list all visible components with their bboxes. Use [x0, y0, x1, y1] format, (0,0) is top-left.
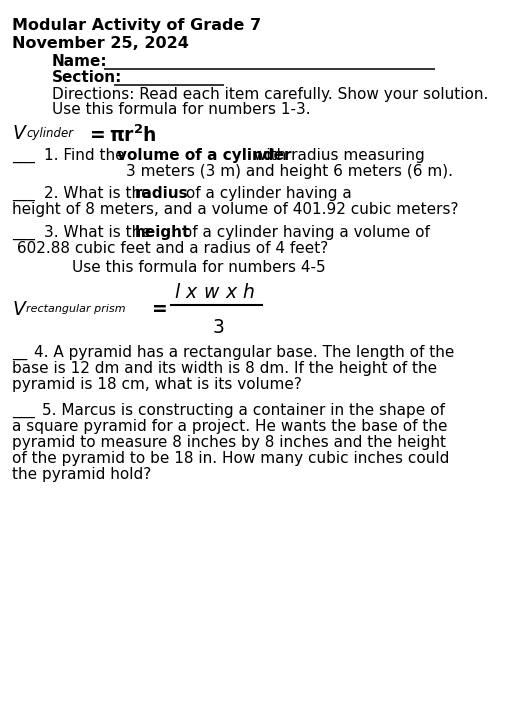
- Text: ___: ___: [12, 186, 35, 201]
- Text: a square pyramid for a project. He wants the base of the: a square pyramid for a project. He wants…: [12, 419, 448, 434]
- Text: 1. Find the: 1. Find the: [44, 148, 129, 163]
- Text: the pyramid hold?: the pyramid hold?: [12, 467, 151, 482]
- Text: Use this formula for numbers 4-5: Use this formula for numbers 4-5: [72, 260, 326, 275]
- Text: 3. What is the: 3. What is the: [44, 225, 156, 240]
- Text: $\mathit{l}$ $\mathit{x}$ $\mathit{w}$ $\mathit{x}$ $\mathit{h}$: $\mathit{l}$ $\mathit{x}$ $\mathit{w}$ $…: [174, 283, 256, 302]
- Text: rectangular prism: rectangular prism: [26, 304, 126, 314]
- Text: $\mathbf{= \pi r^2 h}$: $\mathbf{= \pi r^2 h}$: [86, 124, 157, 146]
- Text: volume of a cylinder: volume of a cylinder: [117, 148, 291, 163]
- Text: $\mathbf{\mathit{V}}$: $\mathbf{\mathit{V}}$: [12, 300, 28, 319]
- Text: of a cylinder having a: of a cylinder having a: [181, 186, 352, 201]
- Text: 5. Marcus is constructing a container in the shape of: 5. Marcus is constructing a container in…: [42, 403, 445, 418]
- Text: 602.88 cubic feet and a radius of 4 feet?: 602.88 cubic feet and a radius of 4 feet…: [12, 241, 328, 256]
- Text: pyramid to measure 8 inches by 8 inches and the height: pyramid to measure 8 inches by 8 inches …: [12, 435, 446, 450]
- Text: ___: ___: [12, 225, 35, 240]
- Text: radius: radius: [135, 186, 189, 201]
- Text: $\mathbf{\mathit{3}}$: $\mathbf{\mathit{3}}$: [212, 318, 224, 337]
- Text: ___: ___: [12, 148, 35, 163]
- Text: pyramid is 18 cm, what is its volume?: pyramid is 18 cm, what is its volume?: [12, 377, 302, 392]
- Text: with radius measuring: with radius measuring: [249, 148, 425, 163]
- Text: ___: ___: [12, 403, 35, 418]
- Text: of a cylinder having a volume of: of a cylinder having a volume of: [178, 225, 430, 240]
- Text: Name:: Name:: [52, 54, 108, 69]
- Text: base is 12 dm and its width is 8 dm. If the height of the: base is 12 dm and its width is 8 dm. If …: [12, 361, 437, 376]
- Text: 2. What is the: 2. What is the: [44, 186, 155, 201]
- Text: 4. A pyramid has a rectangular base. The length of the: 4. A pyramid has a rectangular base. The…: [34, 345, 454, 360]
- Text: Modular Activity of Grade 7: Modular Activity of Grade 7: [12, 18, 261, 33]
- Text: November 25, 2024: November 25, 2024: [12, 36, 189, 51]
- Text: =: =: [152, 300, 168, 319]
- Text: Section:: Section:: [52, 70, 122, 85]
- Text: Directions: Read each item carefully. Show your solution.: Directions: Read each item carefully. Sh…: [52, 87, 489, 102]
- Text: 3 meters (3 m) and height 6 meters (6 m).: 3 meters (3 m) and height 6 meters (6 m)…: [87, 164, 453, 179]
- Text: __: __: [12, 345, 27, 360]
- Text: height: height: [135, 225, 191, 240]
- Text: $\mathbf{\mathit{V}}$: $\mathbf{\mathit{V}}$: [12, 124, 28, 143]
- Text: height of 8 meters, and a volume of 401.92 cubic meters?: height of 8 meters, and a volume of 401.…: [12, 202, 458, 217]
- Text: of the pyramid to be 18 in. How many cubic inches could: of the pyramid to be 18 in. How many cub…: [12, 451, 449, 466]
- Text: Use this formula for numbers 1-3.: Use this formula for numbers 1-3.: [52, 102, 311, 117]
- Text: cylinder: cylinder: [26, 127, 73, 140]
